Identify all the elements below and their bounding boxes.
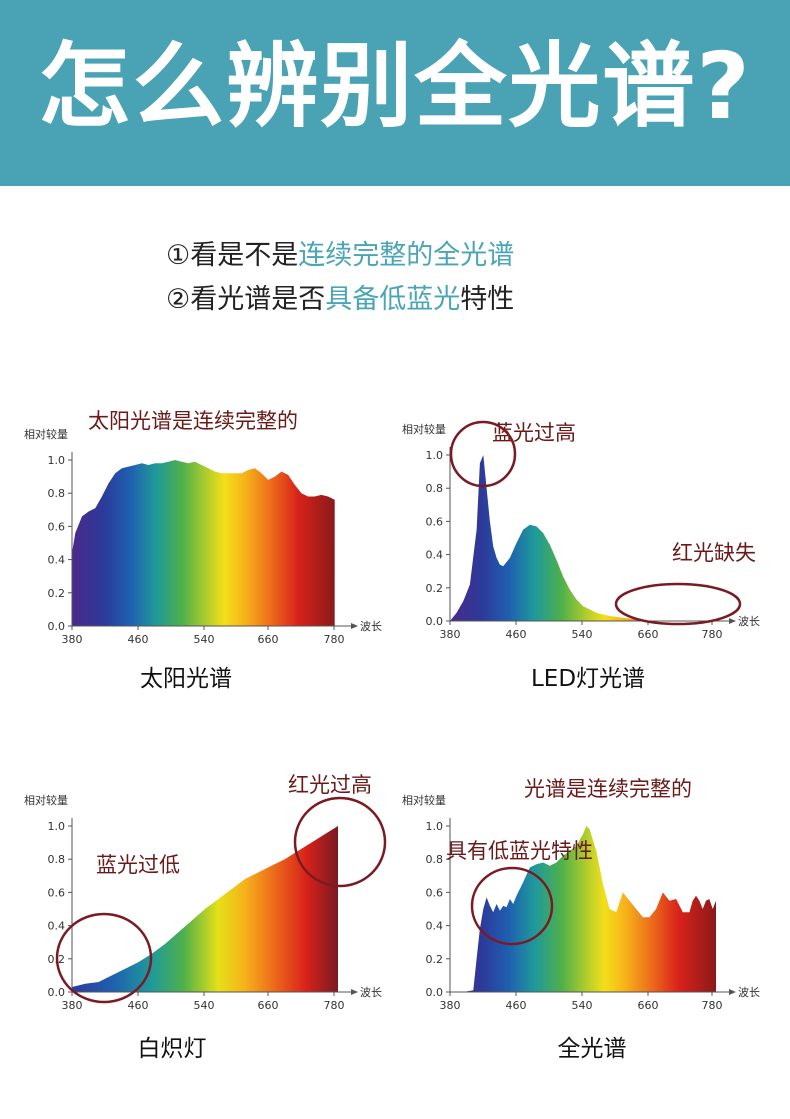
x-tick-label: 780	[324, 999, 345, 1012]
y-tick-label: 0.4	[426, 920, 444, 933]
x-tick-label: 660	[258, 633, 279, 646]
annotations: 太阳光谱是连续完整的蓝光过高红光缺失红光过高蓝光过低 光谱是连续完整的具有低蓝光特…	[55, 409, 756, 1004]
annotation-full-continuous: 光谱是连续完整的	[524, 777, 692, 801]
intro-line-1-highlight: 连续完整的全光谱	[298, 240, 515, 271]
intro-line-2-prefix: ②看光谱是否	[166, 284, 326, 315]
spectrum-area	[72, 826, 338, 992]
y-tick-label: 1.0	[48, 454, 66, 467]
intro-line-1-prefix: ①看是不是	[166, 240, 299, 271]
y-tick-label: 0.6	[426, 515, 444, 528]
x-axis-arrow	[729, 989, 736, 995]
annotation-full-low-blue: 具有低蓝光特性	[446, 839, 593, 863]
chart-title: 太阳光谱	[140, 666, 232, 692]
highlight-circle-incandescent-blue	[55, 912, 153, 1004]
y-tick-label: 1.0	[48, 820, 66, 833]
highlight-circle-full-blue	[470, 866, 554, 946]
intro-line-2-highlight: 具备低蓝光	[325, 284, 461, 315]
page-title: 怎么辨别全光谱?	[38, 33, 752, 140]
y-tick-label: 0.4	[48, 554, 66, 567]
spectrum-area	[450, 455, 716, 621]
header-banner: 怎么辨别全光谱?	[0, 0, 790, 186]
x-tick-label: 460	[506, 999, 527, 1012]
y-tick-label: 0.8	[48, 487, 66, 500]
x-tick-label: 540	[194, 999, 215, 1012]
y-axis-label: 相对较量	[24, 793, 68, 807]
highlight-circle-led-red	[614, 582, 742, 626]
spectrum-area	[450, 826, 716, 992]
annotation-incandescent-blue-low: 蓝光过低	[96, 853, 180, 877]
x-axis-arrow	[351, 989, 358, 995]
annotation-led-blue-high: 蓝光过高	[492, 421, 576, 445]
intro-line-2-suffix: 特性	[460, 284, 515, 315]
x-axis-arrow	[729, 618, 736, 624]
y-tick-label: 0.8	[426, 853, 444, 866]
y-tick-label: 0.6	[426, 886, 444, 899]
y-tick-label: 0.0	[48, 986, 66, 999]
y-axis-label: 相对较量	[402, 793, 446, 807]
x-axis-label: 波长	[360, 986, 382, 999]
x-axis-arrow	[351, 623, 358, 629]
y-tick-label: 1.0	[426, 449, 444, 462]
chart-title: 全光谱	[558, 1036, 627, 1062]
y-tick-label: 0.6	[48, 520, 66, 533]
x-axis-label: 波长	[360, 620, 382, 633]
y-tick-label: 0.6	[48, 886, 66, 899]
y-tick-label: 0.0	[426, 986, 444, 999]
y-tick-label: 0.4	[48, 920, 66, 933]
x-tick-label: 460	[128, 633, 149, 646]
x-tick-label: 380	[62, 633, 83, 646]
chart-title: LED灯光谱	[531, 666, 645, 692]
x-axis-label: 波长	[738, 615, 760, 628]
x-tick-label: 660	[638, 628, 659, 641]
highlight-circle-incandescent-red	[293, 796, 387, 888]
chart-panel-1: 0.0 0.2 0.4 0.6 0.8 1.0 380 460 540 660 780 相对较量波长太…	[24, 427, 382, 692]
intro-line-2: ②看光谱是否具备低蓝光特性	[166, 278, 514, 322]
y-axis-label: 相对较量	[24, 427, 68, 441]
x-tick-label: 380	[440, 628, 461, 641]
y-axis-label: 相对较量	[402, 422, 446, 436]
chart-title: 白炽灯	[138, 1036, 207, 1062]
annotation-led-red-missing: 红光缺失	[672, 541, 756, 565]
y-tick-label: 0.0	[48, 620, 66, 633]
intro-text: ①看是不是连续完整的全光谱 ②看光谱是否具备低蓝光特性	[166, 234, 514, 322]
highlight-circle-led-blue	[449, 420, 517, 488]
x-tick-label: 780	[702, 628, 723, 641]
y-tick-label: 0.2	[426, 953, 444, 966]
y-tick-label: 0.4	[426, 549, 444, 562]
chart-panel-4: 0.0 0.2 0.4 0.6 0.8 1.0 380 460 540 660 780 相对较量波长全…	[402, 793, 760, 1062]
y-tick-label: 0.8	[426, 482, 444, 495]
annotation-sun-continuous: 太阳光谱是连续完整的	[88, 409, 298, 433]
x-tick-label: 380	[62, 999, 83, 1012]
y-tick-label: 0.8	[48, 853, 66, 866]
x-tick-label: 540	[572, 999, 593, 1012]
x-axis-label: 波长	[738, 986, 760, 999]
x-tick-label: 780	[702, 999, 723, 1012]
x-tick-label: 540	[572, 628, 593, 641]
y-tick-label: 0.2	[48, 587, 66, 600]
x-tick-label: 780	[324, 633, 345, 646]
y-tick-label: 0.0	[426, 615, 444, 628]
annotation-incandescent-red-high: 红光过高	[288, 773, 372, 797]
y-tick-label: 1.0	[426, 820, 444, 833]
x-tick-label: 380	[440, 999, 461, 1012]
x-tick-label: 460	[128, 999, 149, 1012]
x-tick-label: 460	[506, 628, 527, 641]
x-tick-label: 660	[258, 999, 279, 1012]
x-tick-label: 660	[638, 999, 659, 1012]
y-tick-label: 0.2	[426, 582, 444, 595]
x-tick-label: 540	[194, 633, 215, 646]
spectrum-area	[72, 460, 335, 626]
intro-line-1: ①看是不是连续完整的全光谱	[166, 234, 514, 278]
